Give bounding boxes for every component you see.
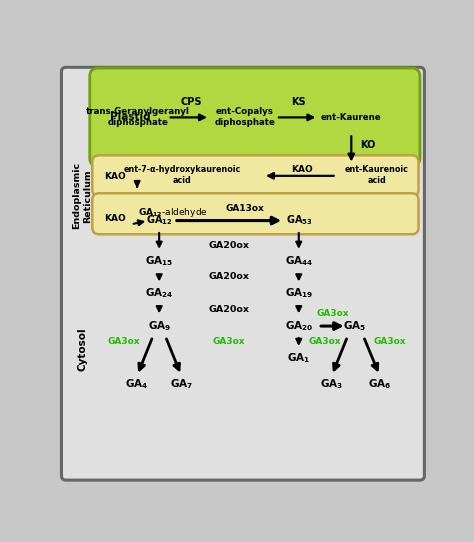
Text: GA20ox: GA20ox: [209, 305, 249, 314]
Text: $\mathbf{GA_{12}}$-aldehyde: $\mathbf{GA_{12}}$-aldehyde: [138, 206, 208, 219]
Text: GA20ox: GA20ox: [209, 241, 249, 250]
Text: GA3ox: GA3ox: [308, 337, 341, 346]
Text: ent-7-α-hydroxykaurenoic
acid: ent-7-α-hydroxykaurenoic acid: [124, 165, 241, 185]
Text: $\mathbf{GA_{4}}$: $\mathbf{GA_{4}}$: [126, 378, 149, 391]
FancyBboxPatch shape: [62, 67, 424, 480]
Text: $\mathbf{GA_{24}}$: $\mathbf{GA_{24}}$: [145, 287, 173, 300]
FancyBboxPatch shape: [90, 68, 420, 166]
Text: $\mathbf{GA_{9}}$: $\mathbf{GA_{9}}$: [147, 319, 171, 333]
Text: $\mathbf{GA_{5}}$: $\mathbf{GA_{5}}$: [343, 319, 366, 333]
Text: ent-Kaurene: ent-Kaurene: [321, 113, 382, 122]
Text: GA3ox: GA3ox: [213, 337, 245, 346]
Text: KAO: KAO: [104, 214, 126, 223]
Text: $\mathbf{GA_{19}}$: $\mathbf{GA_{19}}$: [284, 287, 313, 300]
Text: GA3ox: GA3ox: [107, 337, 140, 346]
Text: trans-Geranylgeranyl
diphosphate: trans-Geranylgeranyl diphosphate: [86, 107, 190, 127]
Text: Plastid: Plastid: [110, 112, 151, 122]
Text: $\mathbf{GA_{44}}$: $\mathbf{GA_{44}}$: [284, 255, 313, 268]
Text: KO: KO: [360, 140, 375, 151]
Text: ent-Copalys
diphosphate: ent-Copalys diphosphate: [214, 107, 275, 127]
Text: $\mathbf{GA_{15}}$: $\mathbf{GA_{15}}$: [145, 255, 173, 268]
Text: $\mathbf{GA_{53}}$: $\mathbf{GA_{53}}$: [285, 214, 312, 228]
Text: $\mathbf{GA_{7}}$: $\mathbf{GA_{7}}$: [170, 378, 193, 391]
Text: Endoplasmic
Reticulum: Endoplasmic Reticulum: [73, 163, 92, 229]
Text: ent-Kaurenoic
acid: ent-Kaurenoic acid: [345, 165, 409, 185]
Text: $\mathbf{GA_{6}}$: $\mathbf{GA_{6}}$: [368, 378, 391, 391]
Text: GA20ox: GA20ox: [209, 272, 249, 281]
Text: GA3ox: GA3ox: [374, 337, 406, 346]
Text: CPS: CPS: [181, 97, 202, 107]
Text: KAO: KAO: [104, 172, 126, 182]
FancyBboxPatch shape: [92, 156, 419, 196]
Text: KS: KS: [291, 97, 305, 107]
Text: GA3ox: GA3ox: [317, 309, 349, 318]
Text: GA13ox: GA13ox: [225, 204, 264, 213]
Text: Cytosol: Cytosol: [77, 328, 87, 371]
Text: KAO: KAO: [292, 165, 313, 175]
Text: $\mathbf{GA_{1}}$: $\mathbf{GA_{1}}$: [287, 351, 310, 365]
Text: $\mathbf{GA_{12}}$: $\mathbf{GA_{12}}$: [146, 214, 173, 228]
Text: $\mathbf{GA_{20}}$: $\mathbf{GA_{20}}$: [284, 319, 313, 333]
FancyBboxPatch shape: [92, 193, 419, 234]
Text: $\mathbf{GA_{3}}$: $\mathbf{GA_{3}}$: [320, 378, 343, 391]
